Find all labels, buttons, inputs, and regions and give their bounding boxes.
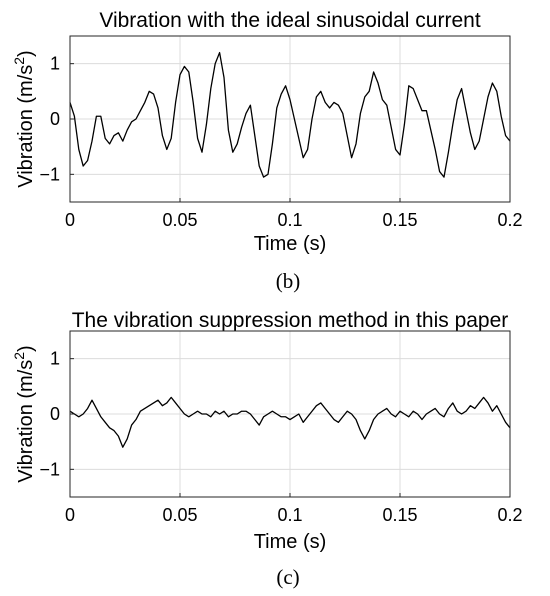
x-tick-label: 0.15 [382,210,417,230]
y-tick-label: 1 [50,349,60,369]
signal-c [69,396,511,448]
ticks-b: 0 0.05 0.1 0.15 0.2 −1 0 1 [39,54,522,230]
x-tick-label: 0.05 [162,505,197,525]
y-tick-label: 0 [50,404,60,424]
x-tick-label: 0.2 [497,505,522,525]
series-line-b [69,51,511,178]
chart-title-b: Vibration with the ideal sinusoidal curr… [99,9,480,32]
y-tick-label: 0 [50,109,60,129]
x-tick-label: 0.1 [277,505,302,525]
y-tick-label: 1 [50,54,60,74]
chart-title-c: The vibration suppression method in this… [72,309,509,332]
y-tick-label: −1 [39,459,60,479]
series-line-c [69,396,511,448]
x-tick-label: 0.15 [382,505,417,525]
x-axis-label-c: Time (s) [254,531,327,553]
x-tick-label: 0.05 [162,210,197,230]
chart-panel-b: Vibration with the ideal sinusoidal curr… [11,9,523,293]
x-tick-label: 0.2 [497,210,522,230]
y-tick-label: −1 [39,164,60,184]
panel-label-c: (c) [276,565,299,589]
x-tick-label: 0 [65,210,75,230]
chart-panel-c: The vibration suppression method in this… [11,309,523,589]
ticks-c: 0 0.05 0.1 0.15 0.2 −1 0 1 [39,349,522,525]
x-tick-label: 0 [65,505,75,525]
x-axis-label-b: Time (s) [254,233,327,255]
panel-label-b: (b) [276,269,301,293]
signal-b [69,51,511,178]
y-axis-label-c: Vibration (m/s2) [11,345,37,482]
x-tick-label: 0.1 [277,210,302,230]
y-axis-label-b: Vibration (m/s2) [11,50,37,187]
grid-c [69,331,511,497]
